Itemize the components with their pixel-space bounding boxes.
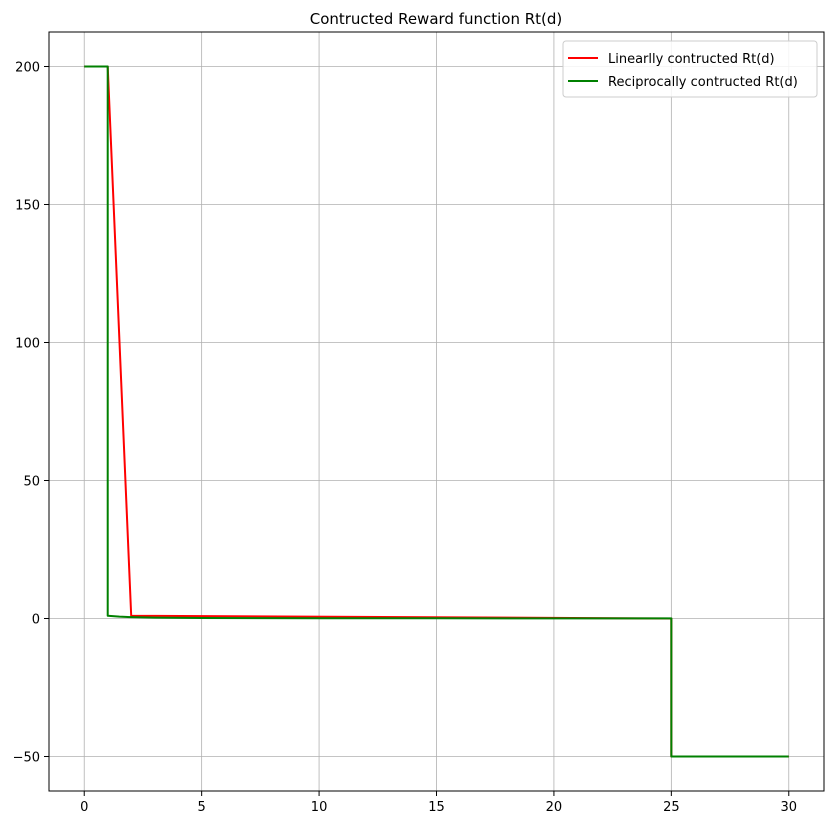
grid: [49, 32, 824, 791]
x-axis-ticks: 0 5 10 15 20 25 30: [80, 791, 797, 815]
y-tick-label: 50: [23, 475, 40, 490]
chart-title: Contructed Reward function Rt(d): [310, 10, 563, 28]
y-tick-label: 200: [15, 61, 40, 76]
y-axis-ticks: −50 0 50 100 150 200: [13, 61, 49, 766]
series-line-reciprocal: [84, 65, 789, 758]
legend: Linearlly contructed Rt(d) Reciprocally …: [562, 40, 818, 98]
series-layer: [84, 65, 789, 758]
y-tick-label: 100: [15, 337, 40, 352]
y-tick-label: 0: [32, 613, 40, 628]
legend-label-reciprocal: Reciprocally contructed Rt(d): [608, 75, 798, 90]
legend-label-linear: Linearlly contructed Rt(d): [608, 52, 775, 67]
y-tick-label: −50: [13, 751, 40, 766]
x-tick-label: 30: [780, 800, 797, 815]
x-tick-label: 5: [198, 800, 206, 815]
x-tick-label: 0: [80, 800, 88, 815]
x-tick-label: 25: [663, 800, 680, 815]
x-tick-label: 10: [311, 800, 328, 815]
y-tick-label: 150: [15, 199, 40, 214]
legend-box: [562, 40, 818, 98]
x-tick-label: 15: [428, 800, 445, 815]
x-tick-label: 20: [546, 800, 563, 815]
